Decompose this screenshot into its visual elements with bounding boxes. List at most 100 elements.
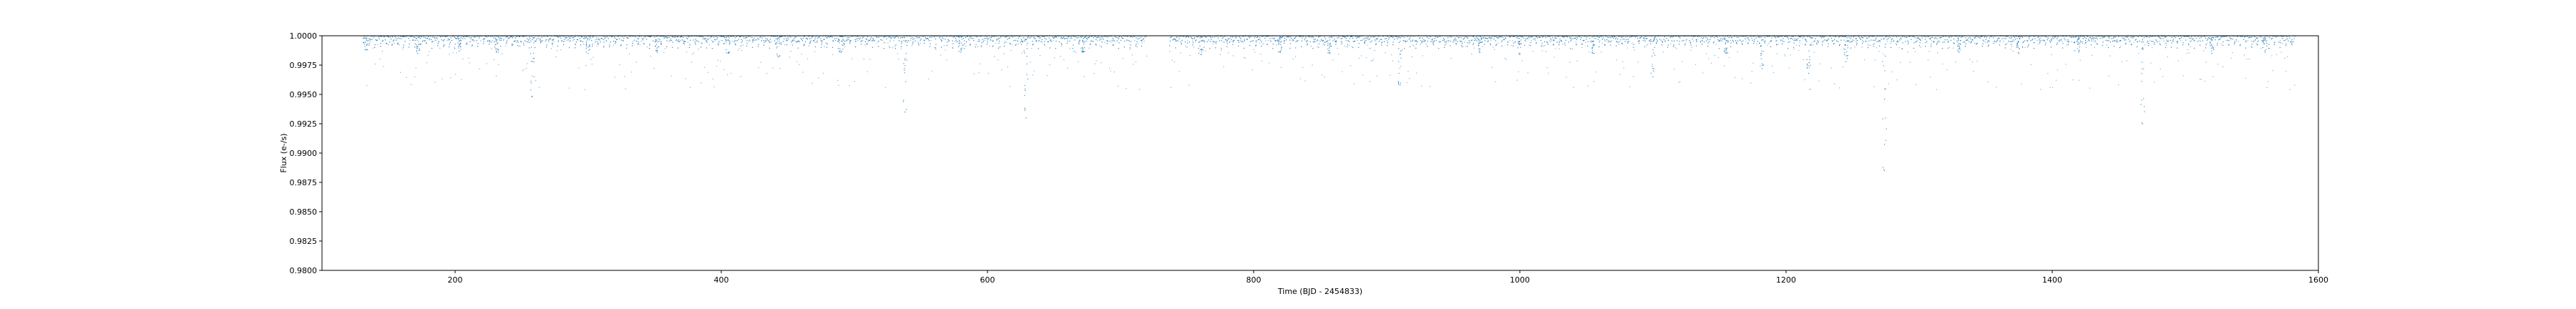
data-point	[723, 43, 725, 44]
data-point	[794, 40, 795, 41]
data-point	[995, 42, 997, 44]
data-point	[1475, 40, 1477, 41]
data-point	[1324, 41, 1325, 43]
data-point	[1735, 40, 1737, 41]
data-point	[786, 39, 788, 41]
data-point	[1888, 38, 1889, 39]
data-point	[413, 40, 414, 41]
data-point	[1471, 39, 1473, 41]
data-point	[1332, 59, 1334, 61]
data-point	[373, 37, 374, 39]
data-point	[1199, 49, 1201, 51]
data-point	[2189, 37, 2190, 39]
data-point	[2052, 36, 2054, 38]
data-point	[2039, 39, 2040, 40]
data-point	[864, 41, 866, 42]
data-point	[2245, 41, 2247, 43]
data-point	[457, 42, 459, 44]
data-point	[2133, 41, 2135, 43]
data-point	[784, 44, 786, 46]
data-point	[1705, 36, 1707, 38]
data-point	[2275, 36, 2277, 38]
data-point	[1078, 36, 1079, 39]
data-point	[2044, 36, 2046, 37]
data-point	[672, 46, 673, 48]
data-point	[1034, 37, 1035, 39]
data-point	[443, 46, 444, 47]
data-point	[1539, 36, 1541, 38]
data-point	[1302, 67, 1304, 69]
data-point	[491, 41, 492, 43]
data-point	[1066, 37, 1068, 39]
data-point	[2039, 40, 2040, 41]
data-point	[2182, 75, 2184, 77]
data-point	[1025, 117, 1027, 119]
data-point	[1818, 41, 1819, 43]
data-point	[2077, 41, 2079, 44]
data-point	[2105, 39, 2107, 41]
data-point	[1866, 37, 1868, 39]
data-point	[1928, 51, 1930, 52]
data-point	[1863, 41, 1864, 43]
data-point	[2047, 37, 2049, 39]
data-point	[1802, 37, 1804, 39]
data-point	[1195, 40, 1196, 41]
data-point	[2216, 44, 2218, 46]
data-point	[1327, 43, 1329, 44]
data-point	[801, 40, 804, 41]
data-point	[675, 39, 678, 41]
data-point	[603, 46, 605, 48]
data-point	[1531, 36, 1533, 38]
data-point	[889, 36, 891, 38]
data-point	[2283, 40, 2285, 41]
data-point	[588, 39, 590, 41]
data-point	[2271, 38, 2273, 39]
data-point	[1422, 37, 1423, 39]
data-point	[2057, 42, 2058, 44]
data-point	[2228, 40, 2230, 41]
data-point	[2126, 36, 2127, 37]
data-point	[2211, 50, 2212, 52]
data-point	[2030, 40, 2031, 41]
data-point	[2107, 36, 2109, 37]
data-point	[1025, 40, 1026, 41]
data-point	[1257, 36, 1259, 37]
data-point	[1180, 52, 1181, 54]
data-point	[816, 41, 818, 43]
data-point	[728, 52, 730, 54]
data-point	[1093, 73, 1095, 74]
data-point	[649, 48, 650, 49]
data-point	[718, 44, 719, 46]
data-point	[459, 38, 461, 39]
data-point	[493, 37, 494, 39]
data-point	[1122, 58, 1123, 59]
data-point	[1118, 48, 1119, 49]
data-point	[1347, 40, 1349, 41]
data-point	[2212, 47, 2214, 49]
data-point	[1312, 48, 1314, 49]
data-point	[530, 89, 532, 91]
data-point	[1725, 39, 1727, 41]
data-point	[1048, 37, 1050, 39]
data-point	[2074, 36, 2076, 38]
data-point	[1810, 37, 1812, 39]
data-point	[1607, 41, 1609, 43]
data-point	[1996, 40, 1998, 41]
data-point	[2034, 41, 2035, 44]
data-point	[1599, 40, 1601, 41]
data-point	[1279, 36, 1281, 38]
data-point	[1097, 37, 1098, 39]
data-point	[2031, 39, 2033, 41]
data-point	[1305, 36, 1307, 38]
data-point	[1538, 36, 1540, 38]
data-point	[912, 41, 914, 43]
data-point	[1899, 39, 1901, 41]
data-point	[987, 72, 990, 74]
data-point	[842, 36, 844, 38]
data-point	[2245, 47, 2246, 49]
data-point	[679, 41, 680, 42]
data-point	[1707, 42, 1709, 44]
data-point	[1604, 39, 1606, 41]
data-point	[1015, 39, 1016, 41]
